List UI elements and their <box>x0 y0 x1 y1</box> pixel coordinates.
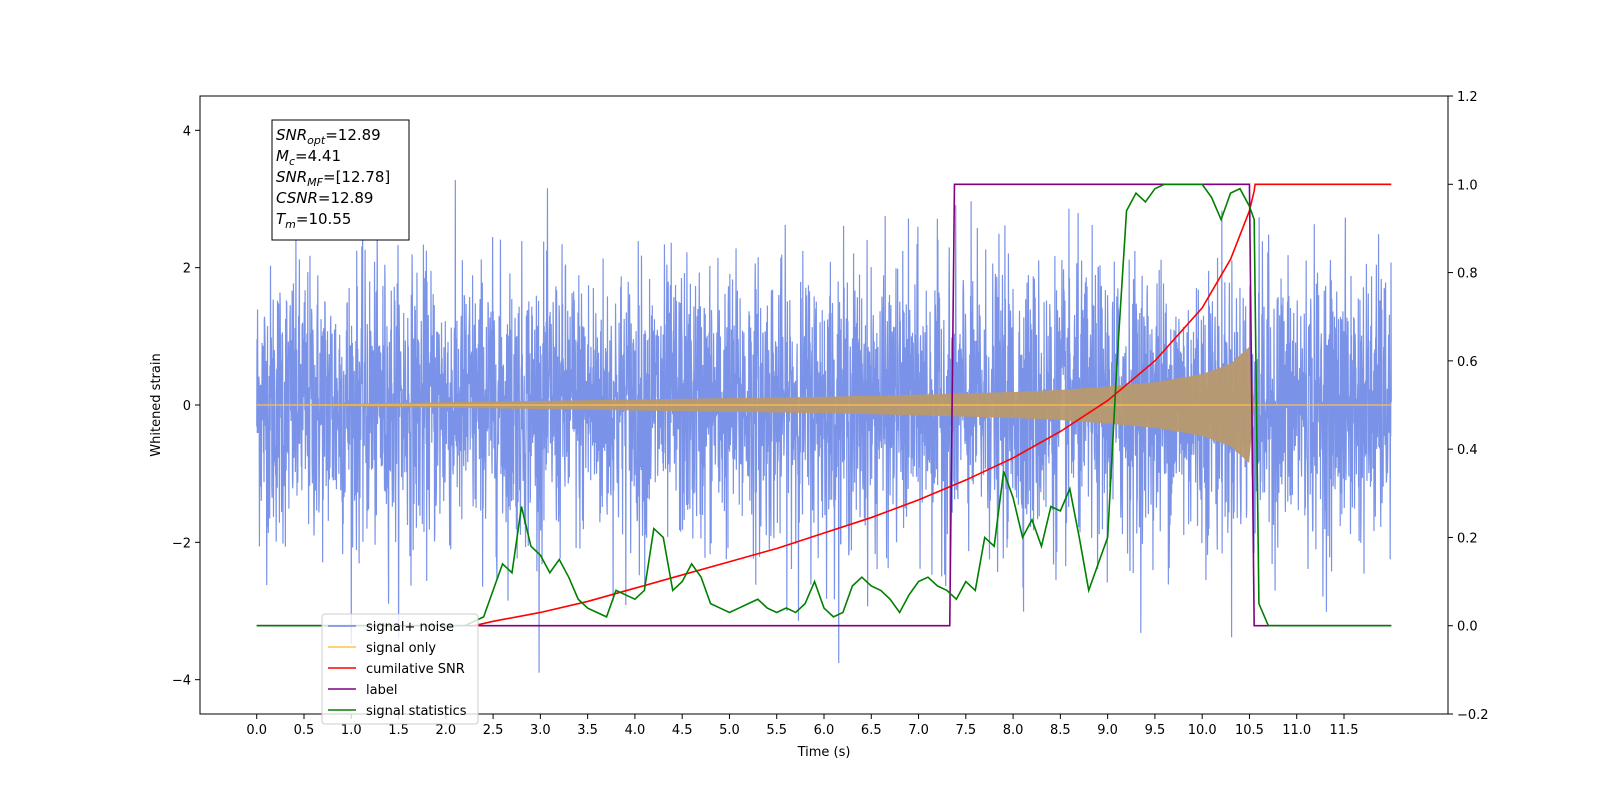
y-axis-label: Whitened strain <box>149 353 164 456</box>
legend-frame <box>321 613 479 725</box>
info-line: SNRMF=[12.78] <box>276 168 390 189</box>
x-tick-label: 2.0 <box>435 723 456 738</box>
x-tick-label: 3.0 <box>530 723 551 738</box>
x-tick-label: 2.5 <box>483 723 504 738</box>
y-right-tick-label: 1.2 <box>1457 90 1478 105</box>
x-tick-label: 6.0 <box>814 723 835 738</box>
y-right-tick-label: 0.0 <box>1457 620 1478 635</box>
x-tick-label: 11.0 <box>1282 723 1311 738</box>
series-signal-statistics <box>256 183 1392 627</box>
info-line: CSNR=12.89 <box>276 189 373 207</box>
x-tick-label: 5.0 <box>719 723 740 738</box>
y-tick-label: 0 <box>183 399 191 414</box>
x-tick-label: 3.5 <box>577 723 598 738</box>
series-cumilative-snr <box>473 183 1392 627</box>
x-tick-label: 11.5 <box>1330 723 1359 738</box>
x-tick-label: 0.5 <box>294 723 315 738</box>
y-right-tick-label: 0.4 <box>1457 443 1478 458</box>
y-right-tick-label: 1.0 <box>1457 178 1478 193</box>
x-tick-label: 6.5 <box>861 723 882 738</box>
legend-label: label <box>366 683 397 698</box>
legend-label: signal statistics <box>366 704 467 719</box>
x-tick-label: 7.5 <box>955 723 976 738</box>
legend-label: cumilative SNR <box>366 662 465 677</box>
x-tick-label: 1.0 <box>341 723 362 738</box>
info-box-frame <box>271 119 410 241</box>
x-tick-label: 5.5 <box>766 723 787 738</box>
y-tick-label: 4 <box>183 124 191 139</box>
info-box: SNRopt=12.89Mc=4.41SNRMF=[12.78]CSNR=12.… <box>271 119 410 241</box>
x-tick-label: 10.5 <box>1235 723 1264 738</box>
x-tick-label: 9.5 <box>1145 723 1166 738</box>
y-right-tick-label: −0.2 <box>1457 708 1489 723</box>
x-axis-label: Time (s) <box>797 745 851 760</box>
y-tick-label: −4 <box>172 674 191 689</box>
y-right-tick-label: 0.8 <box>1457 267 1478 282</box>
x-tick-label: 0.0 <box>246 723 267 738</box>
axes-layer: 0.0 0.5 1.0 1.5 2.0 2.5 3.0 3.5 4.0 4.5 5.0 5.5 6.0 6… <box>149 90 1489 760</box>
legend-label: signal only <box>366 641 436 656</box>
y-right-tick-label: 0.6 <box>1457 355 1478 370</box>
x-tick-label: 10.0 <box>1188 723 1217 738</box>
legend-label: signal+ noise <box>366 620 454 635</box>
y-tick-label: 2 <box>183 262 191 277</box>
x-tick-label: 8.0 <box>1003 723 1024 738</box>
info-line: Mc=4.41 <box>276 147 341 168</box>
x-tick-label: 9.0 <box>1097 723 1118 738</box>
x-tick-label: 8.5 <box>1050 723 1071 738</box>
x-tick-label: 4.0 <box>625 723 646 738</box>
y-right-tick-label: 0.2 <box>1457 531 1478 546</box>
info-line: Tm=10.55 <box>276 210 351 231</box>
y-tick-label: −2 <box>172 536 191 551</box>
x-tick-label: 4.5 <box>672 723 693 738</box>
x-tick-label: 7.0 <box>908 723 929 738</box>
info-line: SNRopt=12.89 <box>276 126 381 147</box>
legend[interactable]: signal+ noise signal only cumilative SNR la… <box>321 613 479 725</box>
x-tick-label: 1.5 <box>388 723 409 738</box>
series-layer <box>256 180 1392 673</box>
